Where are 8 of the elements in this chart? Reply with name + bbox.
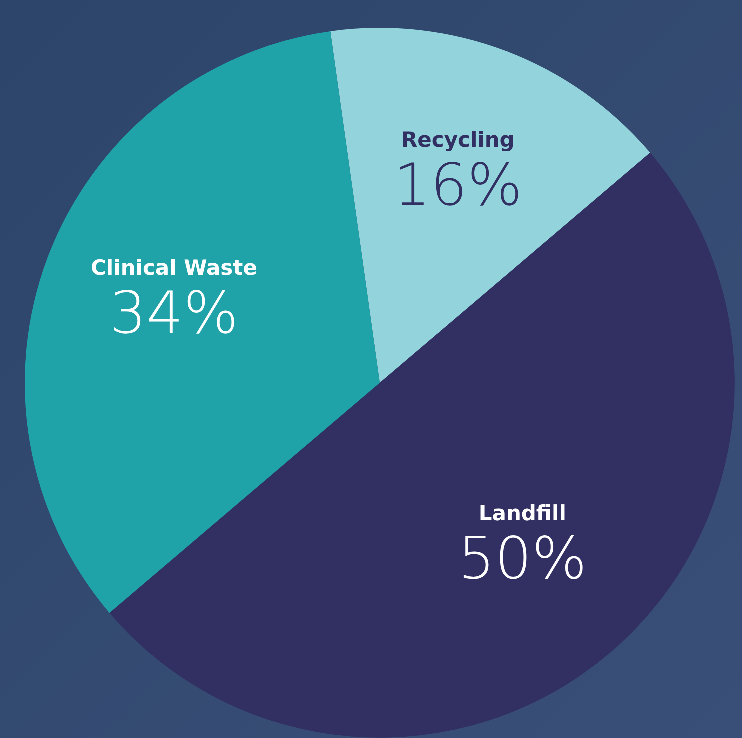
slice-label: Recycling xyxy=(401,128,515,152)
slice-label: Clinical Waste xyxy=(91,256,258,280)
slice-label: Landfill xyxy=(478,502,566,526)
pie-slice xyxy=(25,31,380,614)
data-label: 50% xyxy=(458,524,588,593)
data-label: 34% xyxy=(110,278,239,347)
pie-slice xyxy=(330,28,650,383)
data-label: 16% xyxy=(394,151,523,220)
